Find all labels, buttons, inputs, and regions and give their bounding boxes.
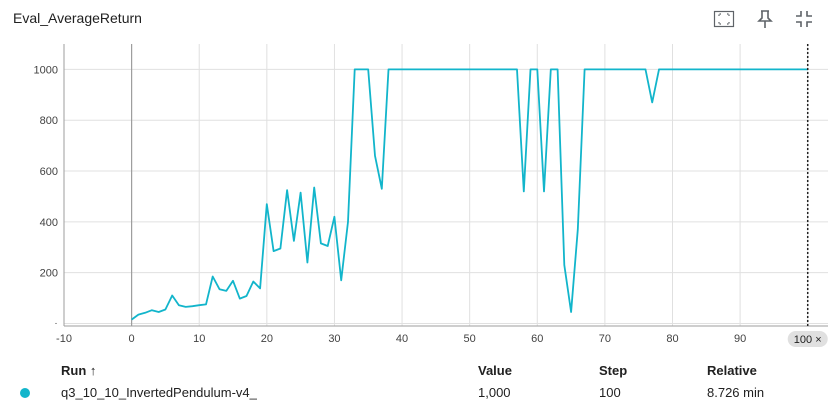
fit-domain-icon[interactable] xyxy=(712,8,736,30)
step-cursor[interactable]: 100 × xyxy=(787,44,828,347)
value-column-header[interactable]: Value xyxy=(478,363,512,378)
y-tick-label: 200 xyxy=(40,268,58,280)
x-tick-label: 40 xyxy=(396,333,408,345)
run-name: q3_10_10_InvertedPendulum-v4_ xyxy=(61,385,257,400)
run-relative-time: 8.726 min xyxy=(707,385,765,400)
run-value: 1,000 xyxy=(478,385,511,400)
cursor-badge-label: 100 × xyxy=(794,334,822,346)
relative-column-header[interactable]: Relative xyxy=(707,363,757,378)
x-tick-label: 90 xyxy=(734,333,746,345)
step-column-header[interactable]: Step xyxy=(599,363,628,378)
cursor-badge[interactable] xyxy=(787,331,828,347)
x-tick-label: 60 xyxy=(531,333,543,345)
axes xyxy=(63,44,828,327)
y-tick-labels: 200 400 600 800 1000 xyxy=(34,64,58,324)
run-column-header[interactable]: Run ↑ xyxy=(61,363,97,378)
run-color-dot xyxy=(20,388,30,398)
grid-lines xyxy=(63,44,828,326)
y-tick-label: 600 xyxy=(40,166,58,178)
table-row[interactable]: q3_10_10_InvertedPendulum-v4_ 1,000 100 … xyxy=(0,385,828,403)
y-tick-label: 800 xyxy=(40,115,58,127)
series-lines xyxy=(131,68,808,321)
x-tick-label: 80 xyxy=(666,333,678,345)
collapse-icon[interactable] xyxy=(792,8,816,30)
pin-icon[interactable] xyxy=(753,8,777,30)
runs-table-header: Run ↑ Value Step Relative xyxy=(0,363,828,379)
chart-title: Eval_AverageReturn xyxy=(13,10,142,26)
x-tick-labels: -100102030405060708090100 xyxy=(56,333,817,345)
chart-area[interactable]: -100102030405060708090100 20040060080010… xyxy=(0,0,828,360)
x-tick-label: 0 xyxy=(129,333,135,345)
x-tick-label: 30 xyxy=(328,333,340,345)
y-tick-label: 1000 xyxy=(34,64,58,76)
series-line xyxy=(131,68,808,321)
y-tick-label: 400 xyxy=(40,217,58,229)
x-tick-label: 10 xyxy=(193,333,205,345)
x-tick-label: 20 xyxy=(261,333,273,345)
run-step: 100 xyxy=(599,385,621,400)
x-tick-label: 70 xyxy=(599,333,611,345)
x-tick-label: 50 xyxy=(464,333,476,345)
x-tick-label: -10 xyxy=(56,333,72,345)
